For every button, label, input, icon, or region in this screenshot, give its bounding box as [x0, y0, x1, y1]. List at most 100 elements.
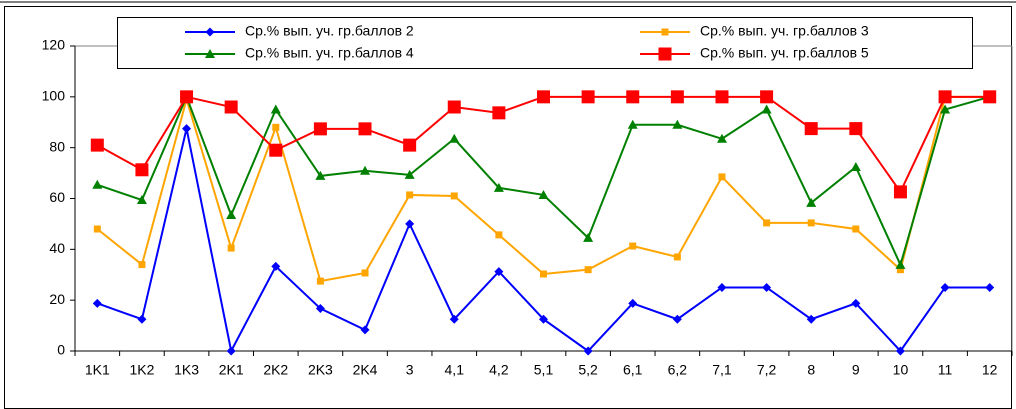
data-point [763, 219, 771, 227]
data-point [92, 179, 103, 189]
legend-marker [205, 27, 215, 37]
x-tick-label: 2K2 [263, 362, 288, 378]
y-tick-label: 60 [49, 189, 65, 205]
data-point [583, 346, 593, 356]
y-tick-label: 120 [42, 37, 66, 53]
legend-label: Ср.% вып. уч. гр.баллов 5 [700, 45, 869, 61]
data-point [227, 244, 235, 252]
data-point [804, 122, 818, 136]
data-point [983, 90, 997, 104]
x-tick-label: 2K3 [308, 362, 333, 378]
data-point [271, 261, 281, 271]
legend-marker [658, 47, 672, 61]
data-point [717, 282, 727, 292]
data-point [581, 90, 595, 104]
data-point [895, 259, 906, 269]
data-point [492, 106, 506, 120]
data-point [494, 267, 504, 277]
data-point [985, 282, 995, 292]
data-point [895, 346, 905, 356]
data-point [449, 133, 460, 143]
data-point [851, 298, 861, 308]
data-point [718, 173, 726, 181]
data-point [358, 122, 372, 136]
data-point [135, 163, 149, 177]
data-point [270, 104, 281, 114]
x-tick-label: 6,2 [668, 362, 688, 378]
data-point [583, 232, 594, 242]
data-point [584, 266, 592, 274]
data-point [313, 122, 327, 136]
x-tick-label: 1K2 [129, 362, 154, 378]
legend-box [117, 17, 973, 69]
data-point [849, 122, 863, 136]
x-tick-label: 2K1 [219, 362, 244, 378]
data-point [940, 282, 950, 292]
data-point [92, 298, 102, 308]
data-point [316, 277, 324, 285]
x-tick-label: 8 [807, 362, 815, 378]
legend-label: Ср.% вып. уч. гр.баллов 3 [700, 23, 869, 39]
data-point [226, 210, 237, 220]
data-point [447, 100, 461, 114]
data-point [403, 138, 417, 152]
x-tick-label: 4,2 [489, 362, 509, 378]
data-point [670, 90, 684, 104]
legend-marker [661, 28, 669, 36]
data-point [806, 314, 816, 324]
x-tick-label: 5,1 [534, 362, 554, 378]
data-point [406, 191, 414, 199]
data-point [180, 90, 194, 104]
y-tick-label: 20 [49, 291, 65, 307]
legend-label: Ср.% вып. уч. гр.баллов 2 [245, 23, 414, 39]
data-point [449, 314, 459, 324]
data-point [673, 253, 681, 261]
data-point [761, 104, 772, 114]
x-tick-label: 4,1 [445, 362, 465, 378]
x-tick-label: 7,2 [757, 362, 777, 378]
data-point [760, 90, 774, 104]
data-point [672, 119, 683, 129]
data-point [93, 225, 101, 233]
data-point [938, 90, 952, 104]
data-point [493, 182, 504, 192]
data-point [450, 192, 458, 200]
series-line [96, 94, 990, 268]
data-point [226, 346, 236, 356]
data-point [539, 314, 548, 324]
data-point [272, 123, 280, 131]
legend-label: Ср.% вып. уч. гр.баллов 4 [245, 45, 414, 61]
data-point [672, 314, 682, 324]
data-point [940, 104, 951, 114]
data-point [850, 161, 861, 171]
data-point [90, 138, 104, 152]
data-point [495, 231, 503, 239]
data-point [715, 90, 729, 104]
data-point [896, 266, 904, 274]
data-point [807, 219, 815, 227]
data-point [806, 197, 817, 207]
data-point [629, 242, 637, 250]
x-tick-label: 9 [852, 362, 860, 378]
x-tick-label: 6,1 [623, 362, 643, 378]
y-tick-label: 100 [42, 88, 66, 104]
data-point [716, 133, 727, 143]
data-point [537, 90, 550, 104]
data-point [136, 195, 147, 205]
x-tick-label: 1K3 [174, 362, 199, 378]
data-point [361, 269, 369, 277]
x-tick-label: 10 [893, 362, 909, 378]
data-point [137, 314, 147, 324]
x-tick-label: 5,2 [578, 362, 598, 378]
data-point [628, 298, 638, 308]
x-tick-label: 7,1 [712, 362, 732, 378]
y-tick-label: 80 [49, 138, 65, 154]
data-point [315, 170, 326, 180]
data-point [315, 304, 325, 314]
x-tick-label: 12 [982, 362, 998, 378]
x-tick-label: 3 [406, 362, 414, 378]
data-point [893, 185, 907, 199]
data-point [852, 225, 860, 233]
y-tick-label: 40 [49, 240, 65, 256]
